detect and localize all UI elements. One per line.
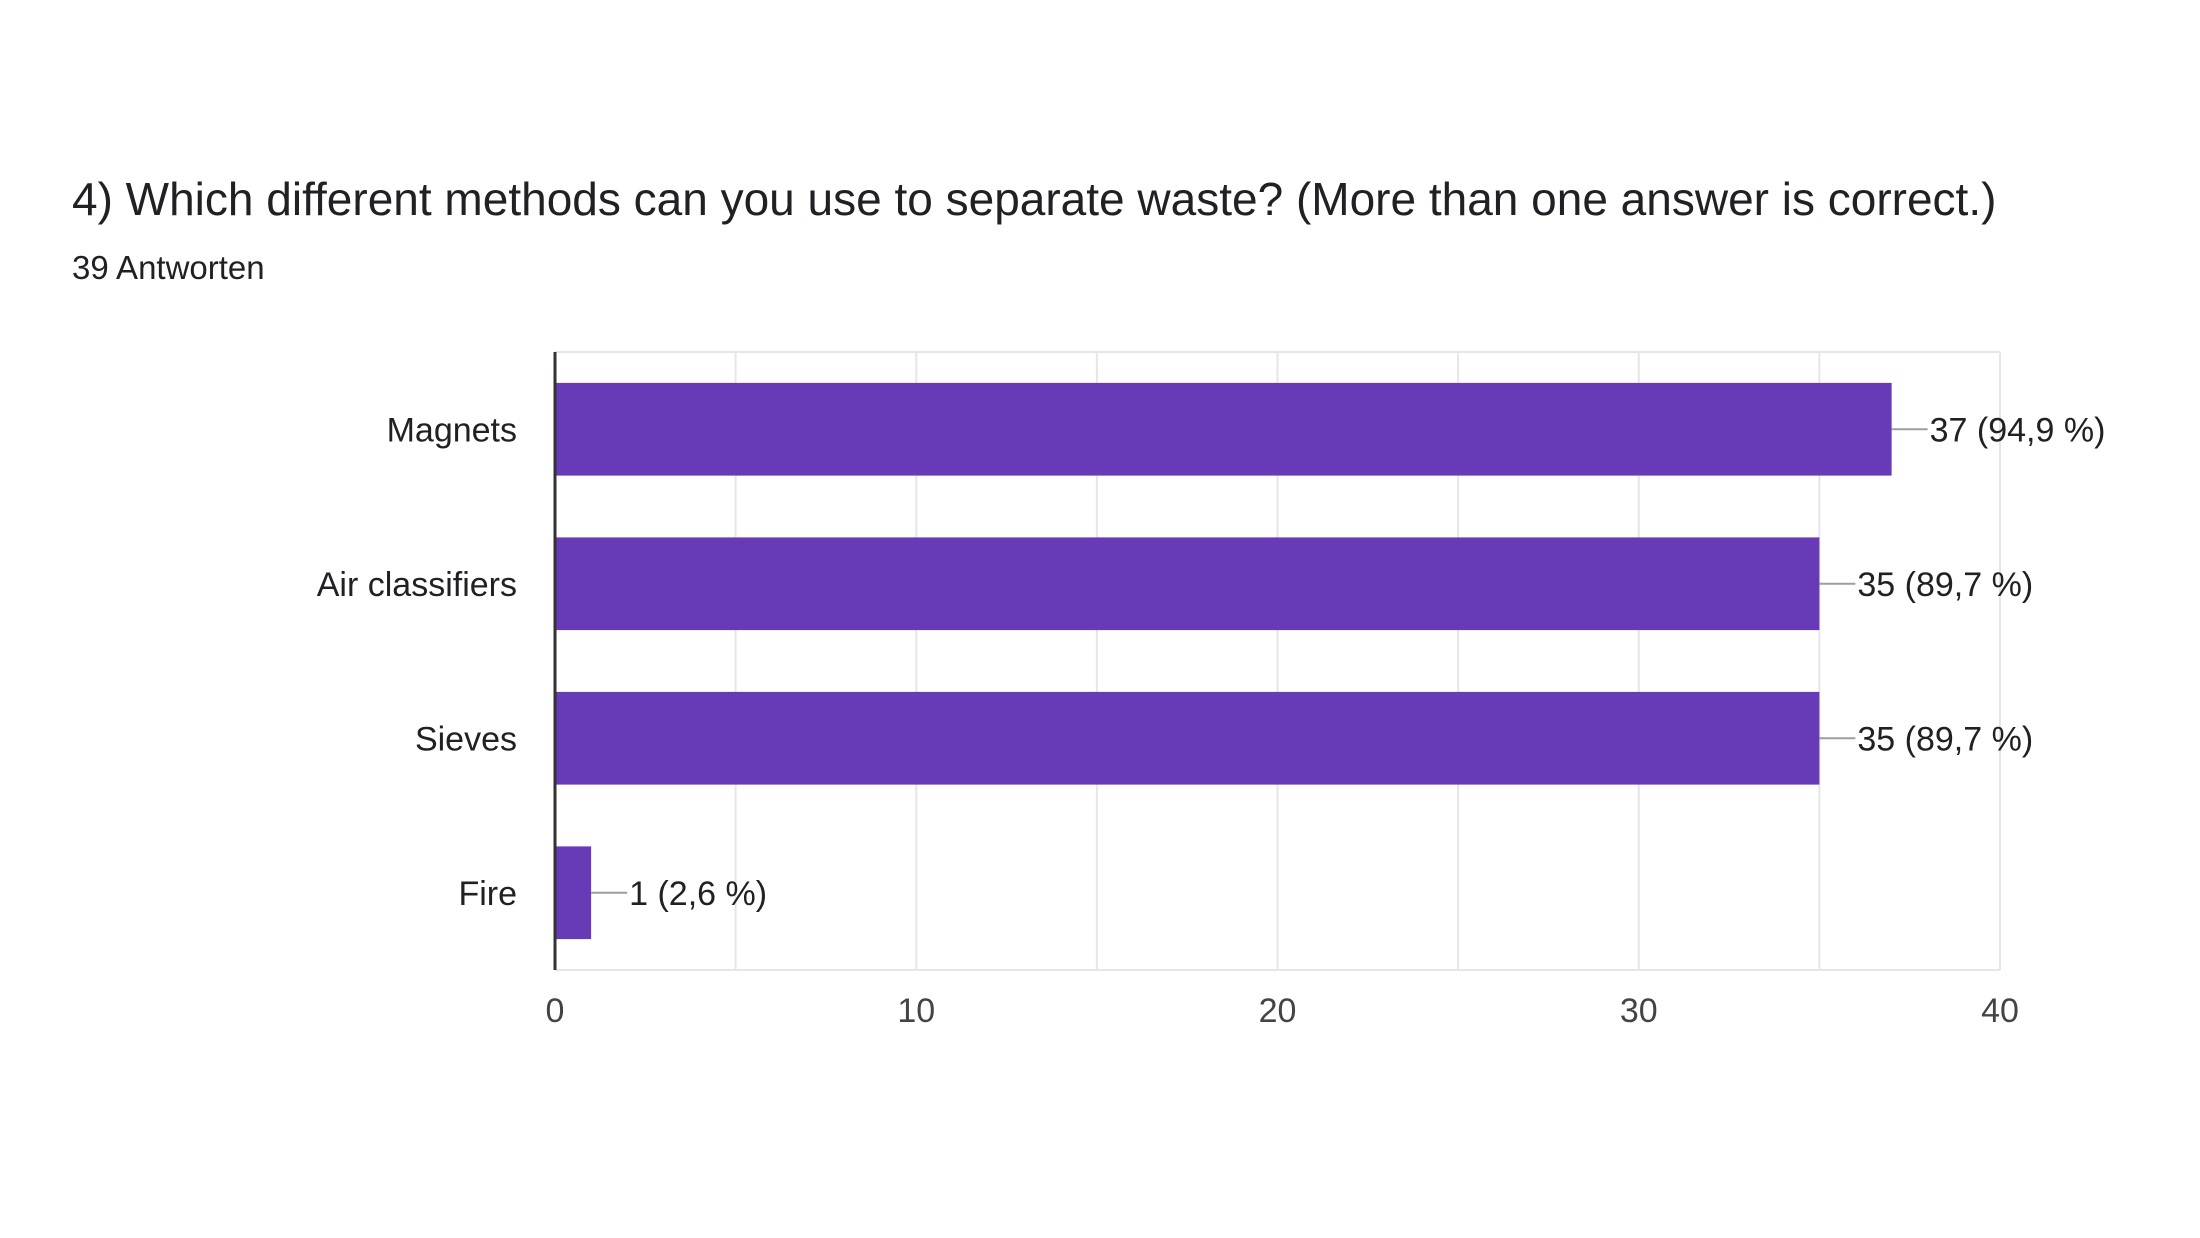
x-tick-label: 30 (1620, 992, 1658, 1030)
category-label: Sieves (415, 720, 517, 758)
data-label: 1 (2,6 %) (629, 875, 767, 913)
bar (555, 846, 592, 940)
x-tick-label: 10 (897, 992, 935, 1030)
axis-layer: 0 10 20 30 40 (546, 352, 2019, 1030)
category-label: Fire (458, 875, 517, 913)
bar (555, 537, 1820, 631)
bar (555, 382, 1892, 476)
x-tick-label: 0 (546, 992, 565, 1030)
x-tick-label: 40 (1981, 992, 2019, 1030)
x-tick-label: 20 (1259, 992, 1297, 1030)
category-label: Magnets (387, 411, 517, 449)
response-count: 39 Antworten (72, 249, 265, 286)
bar-layer (555, 382, 1892, 940)
bar (555, 691, 1820, 785)
label-layer: Magnets 37 (94,9 %) Air classifiers 35 (89,… (317, 411, 2106, 913)
data-label: 37 (94,9 %) (1930, 411, 2106, 449)
data-label: 35 (89,7 %) (1857, 720, 2033, 758)
data-label: 35 (89,7 %) (1857, 566, 2033, 604)
category-label: Air classifiers (317, 566, 517, 604)
chart-title: 4) Which different methods can you use t… (72, 173, 1997, 225)
